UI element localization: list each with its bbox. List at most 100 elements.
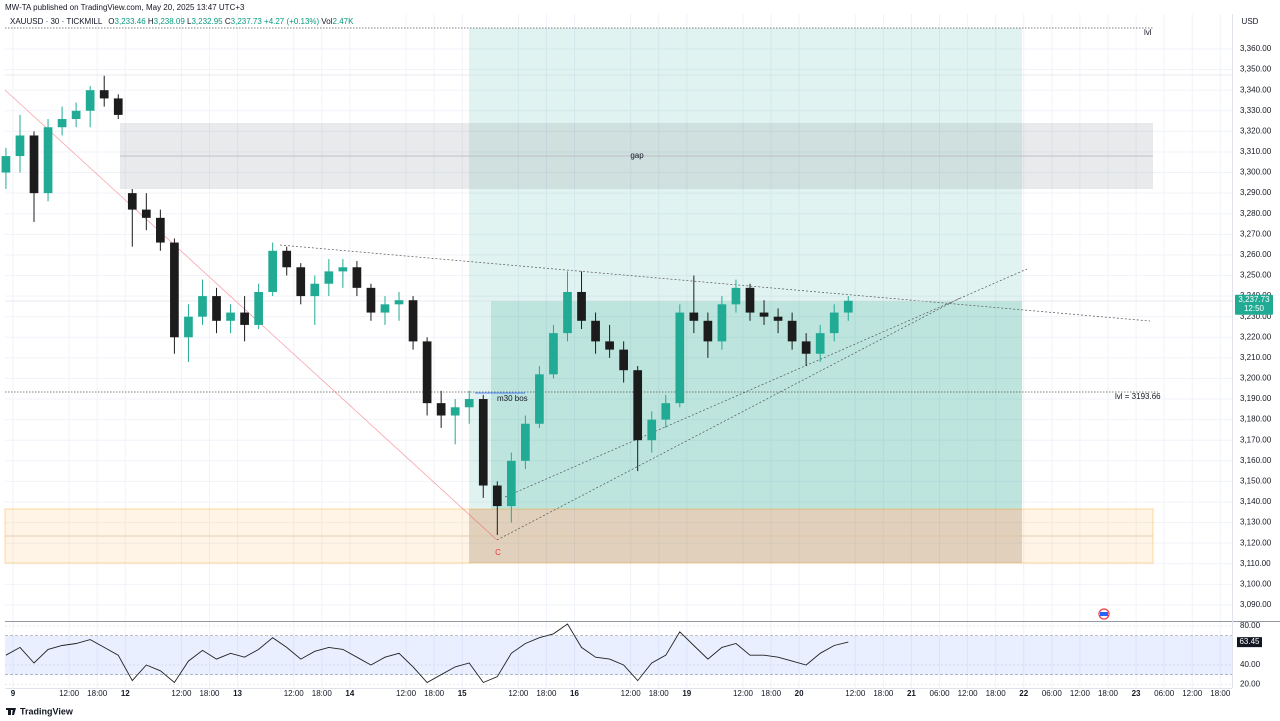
candle-body bbox=[521, 423, 530, 461]
ohlc-key: L bbox=[187, 17, 192, 26]
candle-body bbox=[577, 291, 586, 321]
x-tick-label: 18:00 bbox=[536, 689, 557, 698]
y-tick-label: 3,290.00 bbox=[1240, 188, 1272, 197]
candle-body bbox=[689, 312, 699, 321]
candle-body bbox=[422, 341, 432, 404]
y-tick-label: 3,200.00 bbox=[1240, 374, 1272, 383]
candle-body bbox=[619, 349, 628, 371]
x-tick-label: 18:00 bbox=[986, 689, 1007, 698]
x-tick-label: 12:00 bbox=[508, 689, 529, 698]
annotation: lvl bbox=[1144, 28, 1152, 37]
annotation: lvl = 3193.66 bbox=[1115, 392, 1161, 401]
candle-body bbox=[212, 296, 221, 321]
candle-body bbox=[226, 312, 235, 321]
logo-icon bbox=[6, 708, 16, 715]
candle-body bbox=[380, 304, 390, 313]
y-tick-label: 3,230.00 bbox=[1240, 312, 1272, 321]
footer-logo: TradingView bbox=[20, 706, 74, 716]
candle-body bbox=[113, 98, 123, 115]
x-tick-label: 12:00 bbox=[958, 689, 979, 698]
candle-body bbox=[198, 296, 207, 317]
candle-body bbox=[675, 312, 685, 404]
x-tick-label: 12:00 bbox=[171, 689, 192, 698]
x-tick-label: 22 bbox=[1019, 689, 1028, 698]
candle-body bbox=[506, 460, 516, 507]
ohlc-value: 3,232.95 bbox=[191, 17, 223, 26]
x-tick-label: 12:00 bbox=[284, 689, 305, 698]
candle-body bbox=[141, 209, 151, 218]
candle-body bbox=[492, 485, 502, 507]
x-tick-label: 21 bbox=[907, 689, 916, 698]
axis-unit: USD bbox=[1242, 17, 1259, 26]
x-tick-label: 12:00 bbox=[845, 689, 866, 698]
candle-body bbox=[745, 287, 755, 313]
candle-body bbox=[352, 267, 362, 288]
candle-body bbox=[71, 110, 81, 120]
x-tick-label: 06:00 bbox=[1042, 689, 1063, 698]
annotation: m30 bos bbox=[497, 394, 528, 403]
profit-zone-filled bbox=[491, 301, 1022, 509]
candle-body bbox=[85, 90, 95, 111]
vol-value: 2.47K bbox=[333, 17, 355, 26]
y-tick-label: 3,340.00 bbox=[1240, 85, 1272, 94]
trend-line bbox=[504, 268, 1028, 498]
y-tick-label: 3,110.00 bbox=[1240, 559, 1271, 568]
candle-body bbox=[829, 312, 839, 334]
symbol: XAUUSD · 30 · TICKMILL bbox=[10, 17, 103, 26]
trend-line bbox=[496, 297, 961, 541]
candle-body bbox=[310, 283, 320, 297]
y-tick-label: 3,310.00 bbox=[1240, 147, 1272, 156]
x-tick-label: 18:00 bbox=[761, 689, 782, 698]
trend-line bbox=[4, 89, 498, 541]
x-tick-label: 18:00 bbox=[87, 689, 108, 698]
rsi-band bbox=[5, 635, 1232, 675]
candle-body bbox=[787, 320, 797, 342]
candle-body bbox=[99, 90, 109, 99]
candle-body bbox=[324, 271, 334, 284]
candle-body bbox=[15, 135, 25, 157]
candle-body bbox=[591, 320, 600, 342]
x-tick-label: 18:00 bbox=[1098, 689, 1119, 698]
candle-body bbox=[759, 312, 769, 317]
candle-body bbox=[254, 291, 263, 325]
x-tick-label: 18:00 bbox=[649, 689, 670, 698]
x-tick-label: 16 bbox=[570, 689, 579, 698]
candle-body bbox=[127, 193, 137, 210]
x-tick-label: 06:00 bbox=[930, 689, 951, 698]
candle-body bbox=[282, 250, 292, 268]
candle-body bbox=[549, 333, 558, 375]
x-tick-label: 12:00 bbox=[59, 689, 80, 698]
y-tick-label: 80.00 bbox=[1240, 621, 1261, 630]
y-tick-label: 3,130.00 bbox=[1240, 518, 1272, 527]
last-price-label: 3,237.73 bbox=[1238, 295, 1270, 304]
candle-body bbox=[647, 419, 657, 441]
y-tick-label: 3,280.00 bbox=[1240, 209, 1272, 218]
candle-body bbox=[43, 127, 53, 194]
x-tick-label: 19 bbox=[682, 689, 691, 698]
candle-body bbox=[633, 370, 643, 441]
candle-body bbox=[703, 320, 713, 342]
x-tick-label: 15 bbox=[458, 689, 467, 698]
candles bbox=[1, 75, 853, 535]
candle-body bbox=[29, 135, 39, 194]
x-tick-label: 12:00 bbox=[1182, 689, 1203, 698]
trend-line bbox=[279, 244, 1151, 322]
axes: 3,090.00 3,100.00 3,110.00 3,120.00 3,130.00… bbox=[11, 44, 1273, 698]
ohlc-key: H bbox=[148, 17, 154, 26]
y-tick-label: 3,360.00 bbox=[1240, 44, 1272, 53]
candle-body bbox=[450, 407, 460, 416]
x-tick-label: 12:00 bbox=[621, 689, 642, 698]
rsi-last-label: 63.45 bbox=[1239, 637, 1260, 646]
y-tick-label: 3,090.00 bbox=[1240, 600, 1272, 609]
candle-body bbox=[773, 316, 783, 321]
x-tick-label: 9 bbox=[11, 689, 16, 698]
rsi-line bbox=[5, 623, 849, 684]
y-tick-label: 3,260.00 bbox=[1240, 250, 1272, 259]
candle-body bbox=[563, 291, 572, 334]
x-tick-label: 18:00 bbox=[1210, 689, 1231, 698]
y-tick-label: 3,160.00 bbox=[1240, 456, 1272, 465]
ohlc-key: C bbox=[225, 17, 231, 26]
candle-body bbox=[731, 287, 741, 305]
